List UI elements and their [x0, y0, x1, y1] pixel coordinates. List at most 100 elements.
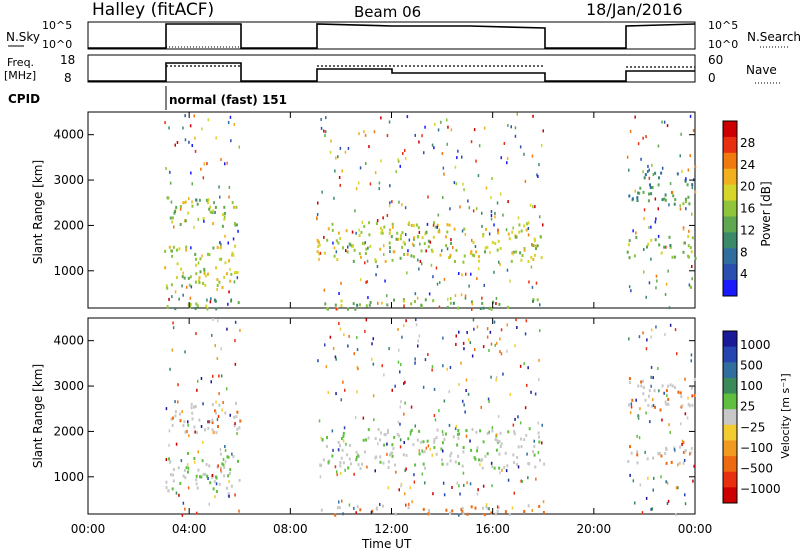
- scatter-cell: [494, 242, 497, 245]
- noise-cell: [650, 384, 652, 388]
- scatter-cell: [173, 211, 176, 215]
- colorbar-segment: [723, 152, 737, 170]
- noise-cell: [531, 154, 534, 158]
- scatter-cell: [168, 245, 171, 249]
- scatter-cell: [481, 506, 484, 510]
- noise-cell: [345, 249, 347, 253]
- noise-cell: [168, 443, 170, 447]
- scatter-cell: [171, 220, 174, 224]
- scatter-cell: [425, 231, 428, 234]
- noise-cell: [443, 493, 446, 497]
- scatter-cell: [214, 475, 217, 479]
- date-title: 18/Jan/2016: [586, 0, 683, 19]
- noise-cell: [197, 379, 199, 383]
- noise-cell: [399, 370, 401, 374]
- noise-cell: [532, 205, 534, 209]
- noise-cell: [227, 302, 229, 306]
- scatter-cell: [340, 456, 343, 460]
- noise-cell: [666, 481, 669, 485]
- noise-cell: [491, 426, 494, 430]
- noise-cell: [317, 201, 319, 205]
- noise-cell: [439, 281, 441, 284]
- noise-cell: [343, 333, 345, 337]
- y-tick-label: 4000: [53, 334, 84, 348]
- scatter-cell: [687, 235, 690, 238]
- noise-cell: [404, 401, 406, 405]
- colorbar-segment: [723, 331, 737, 348]
- noise-cell: [509, 392, 511, 396]
- scatter-cell: [334, 303, 337, 307]
- colorbar-tick-label: 8: [740, 245, 748, 259]
- noise-cell: [635, 398, 637, 402]
- noise-cell: [169, 181, 172, 185]
- nsky-panel: N.Sky 10^5 10^0 10^5 10^0 N.Search: [6, 19, 800, 51]
- scatter-cell: [180, 267, 183, 271]
- noise-cell: [433, 146, 435, 150]
- scatter-cell: [406, 252, 409, 256]
- scatter-cell: [208, 464, 211, 468]
- noise-cell: [374, 171, 377, 175]
- scatter-cell: [211, 475, 214, 479]
- scatter-cell: [211, 211, 214, 214]
- scatter-cell: [189, 302, 192, 306]
- scatter-cell: [458, 432, 461, 436]
- noise-cell: [397, 420, 400, 424]
- scatter-cell: [339, 236, 342, 240]
- scatter-cell: [221, 224, 224, 228]
- noise-cell: [216, 357, 219, 360]
- scatter-cell: [386, 431, 389, 435]
- noise-cell: [461, 273, 463, 277]
- noise-cell: [527, 366, 529, 370]
- scatter-cell: [202, 281, 205, 285]
- noise-cell: [206, 298, 208, 302]
- scatter-cell: [327, 227, 330, 231]
- noise-cell: [414, 359, 417, 363]
- noise-cell: [663, 391, 665, 395]
- noise-cell: [645, 295, 647, 299]
- noise-cell: [422, 385, 425, 389]
- noise-cell: [403, 324, 405, 328]
- scatter-cell: [226, 455, 229, 459]
- noise-cell: [669, 182, 672, 186]
- scatter-cell: [518, 223, 521, 227]
- noise-cell: [172, 321, 174, 325]
- noise-cell: [207, 420, 209, 424]
- scatter-cell: [497, 440, 500, 444]
- noise-cell: [344, 468, 346, 472]
- scatter-cell: [209, 481, 212, 485]
- noise-cell: [217, 415, 220, 418]
- noise-cell: [680, 132, 682, 136]
- scatter-cell: [204, 274, 207, 278]
- scatter-cell: [520, 437, 522, 441]
- scatter-cell: [217, 425, 219, 428]
- noise-cell: [460, 293, 463, 297]
- noise-cell: [212, 374, 214, 378]
- scatter-cell: [470, 505, 473, 509]
- noise-cell: [197, 261, 200, 265]
- scatter-cell: [402, 299, 405, 303]
- noise-cell: [523, 152, 525, 156]
- noise-cell: [356, 390, 358, 394]
- noise-cell: [386, 294, 388, 298]
- scatter-cell: [317, 245, 320, 248]
- x-tick-label: 20:00: [577, 522, 612, 536]
- noise-cell: [691, 186, 694, 190]
- scatter-cell: [358, 252, 361, 256]
- scatter-cell: [631, 197, 634, 201]
- scatter-cell: [627, 243, 630, 247]
- noise-cell: [650, 335, 652, 339]
- nsky-trace: [88, 23, 696, 49]
- scatter-cell: [661, 384, 664, 388]
- scatter-cell: [215, 266, 217, 270]
- scatter-cell: [349, 243, 352, 247]
- scatter-cell: [353, 248, 356, 252]
- noise-cell: [455, 182, 458, 186]
- scatter-cell: [528, 427, 531, 431]
- noise-cell: [431, 453, 433, 457]
- scatter-cell: [213, 298, 216, 302]
- noise-cell: [465, 389, 467, 392]
- noise-cell: [458, 513, 460, 517]
- scatter-cell: [471, 428, 474, 431]
- nsearch-label: N.Search: [747, 30, 800, 44]
